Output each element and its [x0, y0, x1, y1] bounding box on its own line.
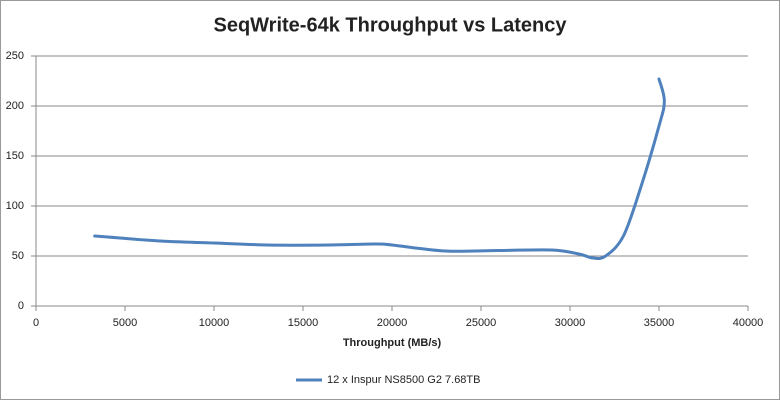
chart-title: SeqWrite-64k Throughput vs Latency	[213, 14, 567, 36]
x-tick-label: 15000	[288, 317, 319, 329]
x-tick-label: 5000	[113, 317, 137, 329]
y-tick-label: 150	[6, 150, 24, 162]
y-tick-label: 250	[6, 50, 24, 62]
y-tick-label: 50	[12, 250, 24, 262]
x-tick-label: 10000	[199, 317, 230, 329]
y-tick-label: 200	[6, 100, 24, 112]
legend-label: 12 x Inspur NS8500 G2 7.68TB	[327, 374, 480, 386]
y-tick-label: 0	[18, 300, 24, 312]
x-axis-label: Throughput (MB/s)	[343, 337, 442, 349]
x-tick-label: 35000	[644, 317, 675, 329]
x-tick-label: 20000	[377, 317, 408, 329]
x-tick-label: 40000	[733, 317, 764, 329]
x-tick-label: 0	[33, 317, 39, 329]
x-tick-label: 30000	[555, 317, 586, 329]
x-tick-label: 25000	[466, 317, 497, 329]
y-tick-label: 100	[6, 200, 24, 212]
series-line	[93, 77, 666, 260]
